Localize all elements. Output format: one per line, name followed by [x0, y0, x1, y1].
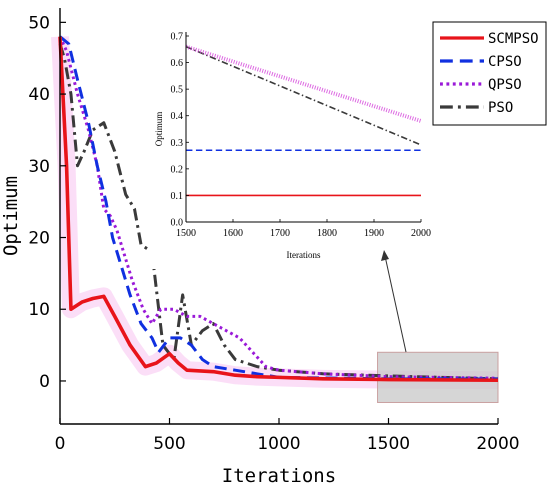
x-tick-label: 1500: [367, 434, 410, 454]
y-tick-label: 40: [28, 85, 50, 105]
inset-y-tick-label: 0.5: [171, 85, 184, 96]
inset-y-tick-label: 0.0: [171, 218, 184, 229]
series-line-scmpso: [58, 36, 499, 383]
inset-y-tick-label: 0.4: [171, 111, 184, 122]
zoom-arrow-head: [381, 250, 389, 261]
x-axis-title: Iterations: [222, 465, 336, 487]
inset-x-tick-label: 1800: [317, 228, 337, 239]
inset-x-tick-label: 2000: [411, 228, 431, 239]
x-tick-label: 500: [153, 434, 185, 454]
y-tick-label: 0: [39, 372, 50, 392]
legend-label-qpso: QPSO: [488, 77, 522, 93]
inset-y-tick-label: 0.3: [171, 138, 184, 149]
y-tick-label: 20: [28, 229, 50, 249]
inset-background: [150, 24, 432, 269]
inset-y-tick-label: 0.1: [171, 191, 184, 202]
inset-x-tick-label: 1700: [270, 228, 290, 239]
inset-x-tick-label: 1900: [364, 228, 384, 239]
y-tick-label: 50: [28, 13, 50, 33]
inset-y-tick-label: 0.7: [171, 32, 184, 43]
inset-y-tick-label: 0.6: [171, 58, 184, 69]
inset-series-line-qpso: [185, 44, 422, 123]
series-line-pso: [58, 43, 499, 381]
legend-label-cpso: CPSO: [488, 54, 522, 70]
y-axis-title: Optimum: [0, 176, 22, 256]
x-tick-label: 0: [55, 434, 66, 454]
x-tick-label: 1000: [257, 434, 300, 454]
legend-label-scmpso: SCMPSO: [488, 31, 539, 47]
x-tick-label: 2000: [476, 434, 519, 454]
inset-y-tick-label: 0.2: [171, 164, 184, 175]
inset-x-tick-label: 1500: [176, 228, 196, 239]
inset-x-tick-label: 1600: [223, 228, 243, 239]
inset-y-axis-title: Optimum: [154, 112, 164, 147]
series-line-cpso: [59, 35, 499, 381]
y-tick-label: 10: [28, 300, 50, 320]
inset-x-axis-title: Iterations: [287, 250, 321, 260]
zoom-arrow: [384, 255, 407, 353]
legend-label-pso: PSO: [488, 100, 513, 116]
inset-series-line-pso: [185, 45, 422, 146]
y-tick-label: 30: [28, 157, 50, 177]
